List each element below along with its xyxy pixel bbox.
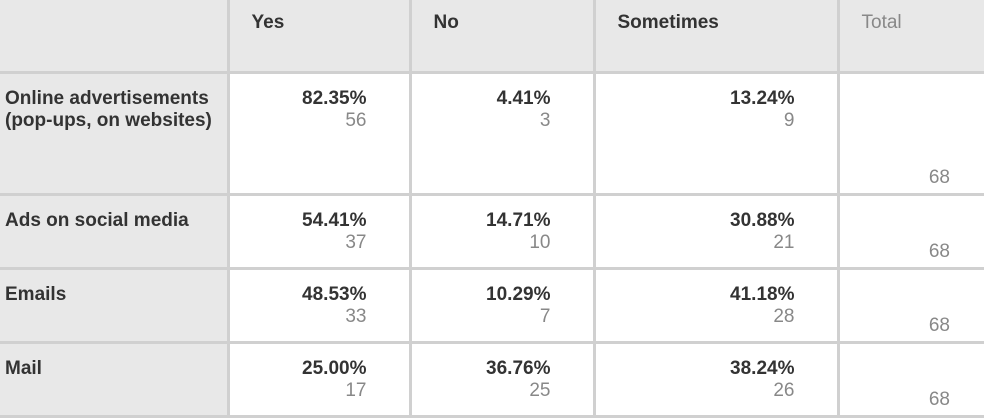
cell-no: 14.71% 10 bbox=[408, 192, 596, 270]
percentage: 54.41% bbox=[302, 209, 367, 231]
percentage: 48.53% bbox=[302, 283, 367, 305]
cell-sometimes: 13.24% 9 bbox=[592, 70, 840, 196]
cell-sometimes: 41.18% 28 bbox=[592, 266, 840, 344]
response-count: 56 bbox=[345, 109, 367, 131]
response-count: 7 bbox=[539, 305, 551, 327]
percentage: 30.88% bbox=[730, 209, 795, 231]
percentage: 14.71% bbox=[486, 209, 551, 231]
response-count: 3 bbox=[539, 109, 551, 131]
response-count: 10 bbox=[529, 231, 551, 253]
header-row: Yes No Sometimes Total bbox=[0, 0, 984, 74]
row-total: 68 bbox=[836, 340, 984, 418]
percentage: 13.24% bbox=[730, 87, 795, 109]
cell-yes: 48.53% 33 bbox=[226, 266, 412, 344]
table-row: Ads on social media 54.41% 37 14.71% 10 … bbox=[0, 192, 984, 270]
response-count: 17 bbox=[345, 379, 367, 401]
response-count: 25 bbox=[529, 379, 551, 401]
cell-sometimes: 38.24% 26 bbox=[592, 340, 840, 418]
table-row: Online advertisements (pop-ups, on websi… bbox=[0, 70, 984, 196]
percentage: 38.24% bbox=[730, 357, 795, 379]
cell-sometimes: 30.88% 21 bbox=[592, 192, 840, 270]
column-header-no: No bbox=[408, 0, 596, 74]
response-count: 33 bbox=[345, 305, 367, 327]
column-header-sometimes: Sometimes bbox=[592, 0, 840, 74]
row-total: 68 bbox=[836, 266, 984, 344]
percentage: 82.35% bbox=[302, 87, 367, 109]
cell-yes: 54.41% 37 bbox=[226, 192, 412, 270]
response-count: 26 bbox=[773, 379, 795, 401]
column-header-yes: Yes bbox=[226, 0, 412, 74]
response-count: 9 bbox=[783, 109, 795, 131]
corner-cell bbox=[0, 0, 230, 74]
cell-yes: 82.35% 56 bbox=[226, 70, 412, 196]
row-label: Ads on social media bbox=[0, 192, 230, 270]
cell-no: 36.76% 25 bbox=[408, 340, 596, 418]
response-count: 28 bbox=[773, 305, 795, 327]
response-count: 37 bbox=[345, 231, 367, 253]
percentage: 10.29% bbox=[486, 283, 551, 305]
response-count: 21 bbox=[773, 231, 795, 253]
cell-yes: 25.00% 17 bbox=[226, 340, 412, 418]
row-label: Mail bbox=[0, 340, 230, 418]
column-header-total: Total bbox=[836, 0, 984, 74]
row-label: Online advertisements (pop-ups, on websi… bbox=[0, 70, 230, 196]
percentage: 41.18% bbox=[730, 283, 795, 305]
table-row: Emails 48.53% 33 10.29% 7 41.18% 28 68 bbox=[0, 266, 984, 344]
percentage: 4.41% bbox=[496, 87, 551, 109]
percentage: 36.76% bbox=[486, 357, 551, 379]
row-label: Emails bbox=[0, 266, 230, 344]
cell-no: 4.41% 3 bbox=[408, 70, 596, 196]
row-total: 68 bbox=[836, 192, 984, 270]
cell-no: 10.29% 7 bbox=[408, 266, 596, 344]
table-row: Mail 25.00% 17 36.76% 25 38.24% 26 68 bbox=[0, 340, 984, 418]
row-total: 68 bbox=[836, 70, 984, 196]
percentage: 25.00% bbox=[302, 357, 367, 379]
